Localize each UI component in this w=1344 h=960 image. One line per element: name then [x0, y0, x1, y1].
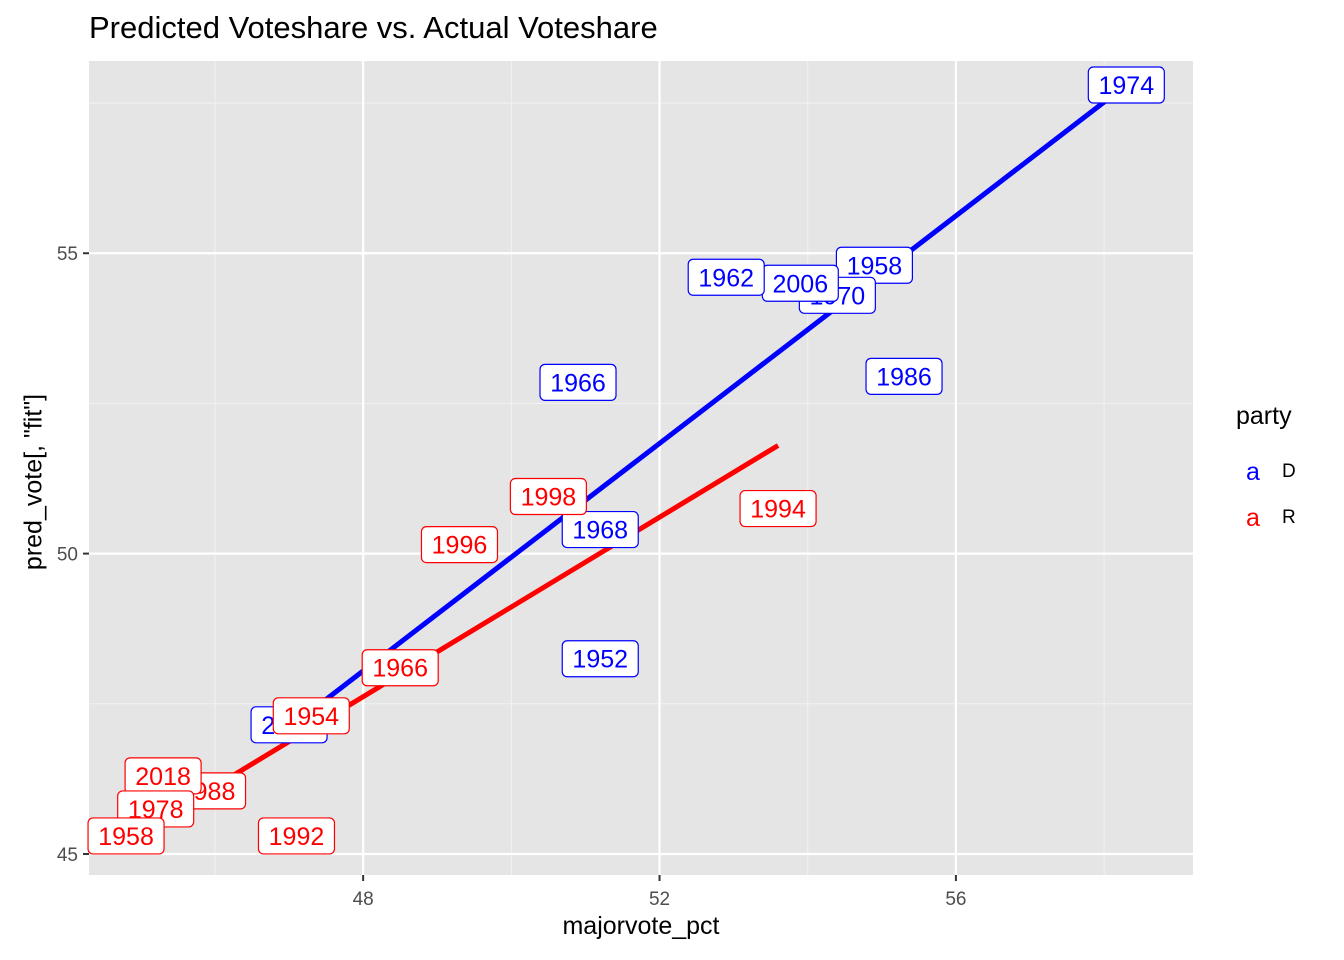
y-tick-label: 50	[57, 545, 78, 566]
legend-key-d: a	[1246, 457, 1260, 486]
point-label-d: 2006	[761, 264, 839, 302]
label-text: 1998	[521, 484, 577, 512]
point-label-d: 1974	[1087, 66, 1165, 104]
legend-key-r: a	[1246, 503, 1260, 532]
legend-label-d: D	[1282, 461, 1296, 482]
x-axis-label: majorvote_pct	[562, 912, 720, 940]
label-text: 1994	[750, 496, 806, 524]
label-text: 2006	[772, 270, 828, 298]
legend-item-d: a D	[1236, 449, 1296, 495]
point-label-r: 2018	[124, 757, 202, 795]
label-text: 1996	[432, 532, 488, 560]
y-tick-label: 45	[57, 845, 78, 866]
label-text: 1968	[572, 517, 628, 545]
legend-label-r: R	[1282, 507, 1296, 528]
label-box	[865, 357, 943, 395]
label-box	[509, 477, 587, 516]
label-text: 1962	[698, 264, 754, 292]
point-label-d: 1986	[865, 357, 943, 395]
fit-line-d	[287, 83, 1128, 730]
point-labels: 1974195819702006196219861966196819522008…	[87, 66, 1165, 855]
point-label-d: 1952	[561, 640, 639, 678]
label-text: 1954	[283, 703, 339, 731]
chart-title: Predicted Voteshare vs. Actual Voteshare	[89, 10, 658, 45]
point-label-r: 1994	[739, 489, 817, 528]
label-box	[561, 510, 639, 549]
label-text: 1986	[876, 363, 932, 391]
label-box	[420, 525, 499, 564]
axis-ticks: 48 52 56 45 50 55	[57, 244, 967, 910]
x-tick-label: 48	[353, 889, 374, 910]
label-box	[687, 258, 765, 296]
legend: party a D a R	[1236, 402, 1296, 541]
point-label-r: 1992	[257, 817, 336, 855]
x-tick-label: 56	[945, 889, 966, 910]
label-text: 1974	[1099, 72, 1155, 100]
label-text: 1966	[550, 369, 606, 397]
point-label-d: 1968	[561, 510, 639, 549]
label-text: 1958	[847, 252, 903, 280]
label-box	[257, 817, 336, 855]
label-box	[539, 363, 617, 401]
point-label-d: 1958	[835, 246, 913, 284]
label-box	[87, 817, 165, 855]
point-label-r: 1958	[87, 817, 165, 855]
point-label-r: 1998	[509, 477, 587, 516]
label-text: 1992	[269, 823, 325, 851]
legend-title: party	[1236, 402, 1292, 430]
label-text: 2018	[135, 763, 191, 791]
label-box	[1087, 66, 1165, 104]
y-axis-label-container: pred_vote[, "fit"]	[14, 394, 54, 570]
label-box	[561, 640, 639, 678]
point-label-r: 1966	[361, 649, 439, 687]
label-box	[739, 489, 817, 528]
plot-panel	[89, 61, 1193, 875]
point-label-r: 1954	[272, 697, 350, 735]
label-text: 1952	[572, 646, 628, 674]
point-label-d: 1962	[687, 258, 765, 296]
label-text: 1958	[98, 823, 154, 851]
legend-item-r: a R	[1236, 495, 1296, 541]
label-box	[272, 697, 350, 735]
point-label-d: 1966	[539, 363, 617, 401]
label-text: 1966	[372, 655, 428, 683]
x-tick-label: 52	[649, 889, 670, 910]
y-tick-label: 55	[57, 244, 78, 265]
label-box	[361, 649, 439, 687]
y-axis-label: pred_vote[, "fit"]	[19, 393, 48, 571]
point-label-r: 1996	[420, 525, 499, 564]
